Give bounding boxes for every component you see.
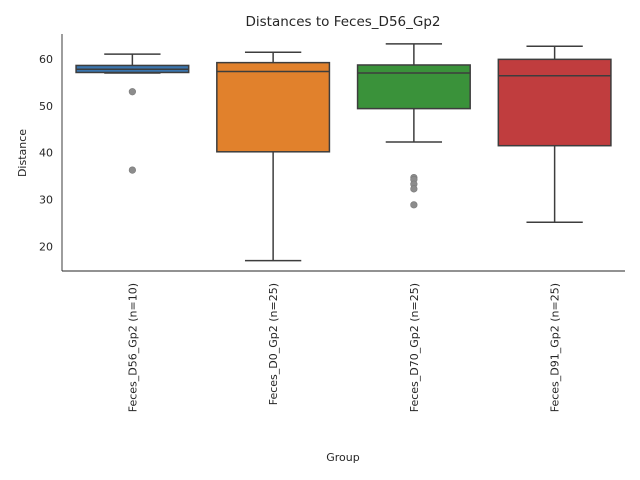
box-group (75, 53, 190, 174)
box (497, 58, 612, 147)
box-group (216, 51, 331, 262)
y-ticks: 20 30 40 50 60 (39, 53, 53, 254)
box-group (497, 45, 612, 223)
outlier-point (128, 166, 136, 174)
y-tick-label: 20 (39, 241, 53, 254)
box-group (356, 43, 471, 209)
x-ticks: Feces_D56_Gp2 (n=10) Feces_D0_Gp2 (n=25) F… (126, 283, 561, 412)
y-axis-label: Distance (16, 129, 29, 177)
box (356, 64, 471, 110)
y-tick-label: 30 (39, 194, 53, 207)
chart-title: Distances to Feces_D56_Gp2 (246, 14, 441, 30)
box (216, 61, 331, 153)
y-tick-label: 60 (39, 53, 53, 66)
x-tick-label: Feces_D70_Gp2 (n=25) (408, 283, 421, 412)
x-tick-label: Feces_D56_Gp2 (n=10) (126, 283, 139, 412)
outlier-point (410, 185, 418, 193)
x-tick-label: Feces_D91_Gp2 (n=25) (549, 283, 562, 412)
plot-area (75, 43, 612, 262)
y-tick-label: 50 (39, 100, 53, 113)
y-tick-label: 40 (39, 147, 53, 160)
outlier-point (128, 88, 136, 96)
outlier-point (410, 201, 418, 209)
x-axis-label: Group (326, 451, 360, 464)
x-tick-label: Feces_D0_Gp2 (n=25) (267, 283, 280, 405)
